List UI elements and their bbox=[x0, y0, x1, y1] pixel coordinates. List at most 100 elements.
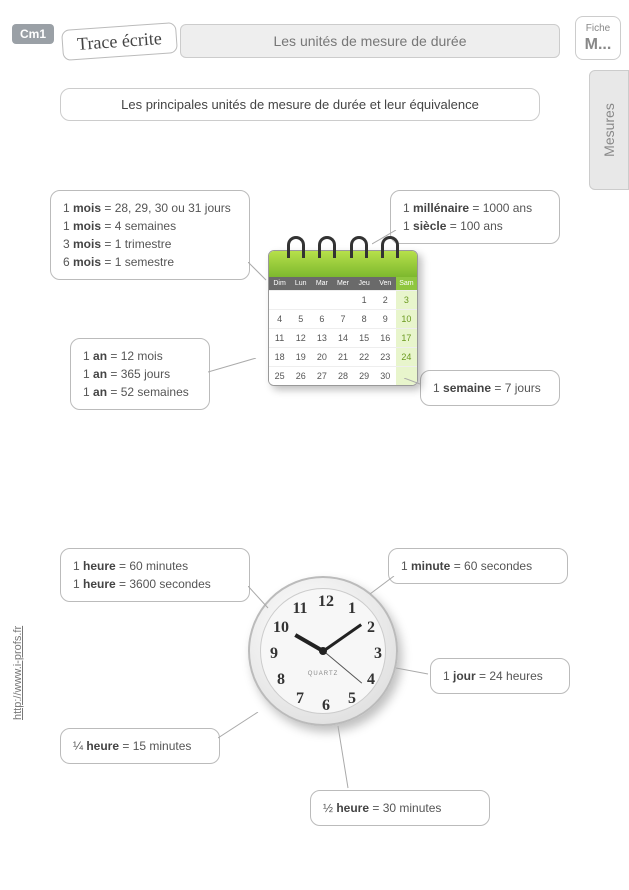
calendar-cell: 3 bbox=[396, 290, 417, 309]
calendar-cell: 28 bbox=[332, 366, 353, 385]
box-mois: 1 mois = 28, 29, 30 ou 31 jours1 mois = … bbox=[50, 190, 250, 280]
box-heure: 1 heure = 60 minutes1 heure = 3600 secon… bbox=[60, 548, 250, 602]
calendar-illustration: DimLunMarMerJeuVenSam 123456789101112131… bbox=[268, 236, 418, 386]
box-an: 1 an = 12 mois1 an = 365 jours1 an = 52 … bbox=[70, 338, 210, 410]
clock-face: QUARTZ 121234567891011 bbox=[260, 588, 386, 714]
calendar-cell: 4 bbox=[269, 309, 290, 328]
calendar-cell: 10 bbox=[396, 309, 417, 328]
equivalence-line: 1 semaine = 7 jours bbox=[433, 379, 547, 397]
calendar-cell: 11 bbox=[269, 328, 290, 347]
equivalence-line: 1 millénaire = 1000 ans bbox=[403, 199, 547, 217]
calendar-cell: 30 bbox=[375, 366, 396, 385]
calendar-cell: 26 bbox=[290, 366, 311, 385]
side-tab-label: Mesures bbox=[601, 103, 617, 157]
box-jour: 1 jour = 24 heures bbox=[430, 658, 570, 694]
calendar-cell: 27 bbox=[311, 366, 332, 385]
fiche-code: M... bbox=[576, 35, 620, 54]
equivalence-line: 1 mois = 28, 29, 30 ou 31 jours bbox=[63, 199, 237, 217]
box-minute: 1 minute = 60 secondes bbox=[388, 548, 568, 584]
connector bbox=[396, 666, 432, 680]
clock-number: 8 bbox=[271, 671, 291, 689]
box-quarter-hour: ¼ heure = 15 minutes bbox=[60, 728, 220, 764]
equivalence-line: 1 an = 365 jours bbox=[83, 365, 197, 383]
calendar-cell bbox=[269, 290, 290, 309]
calendar-cell: 16 bbox=[375, 328, 396, 347]
calendar-cell: 24 bbox=[396, 347, 417, 366]
calendar-cell bbox=[311, 290, 332, 309]
calendar-cell: 15 bbox=[354, 328, 375, 347]
equivalence-line: 3 mois = 1 trimestre bbox=[63, 235, 237, 253]
clock-number: 5 bbox=[342, 690, 362, 708]
equivalence-line: 1 siècle = 100 ans bbox=[403, 217, 547, 235]
calendar-cell: 19 bbox=[290, 347, 311, 366]
equivalence-line: 1 minute = 60 secondes bbox=[401, 557, 555, 575]
clock-center bbox=[319, 647, 327, 655]
calendar-cell: 2 bbox=[375, 290, 396, 309]
clock-number: 9 bbox=[264, 645, 284, 663]
connector bbox=[218, 712, 268, 742]
calendar-cell: 29 bbox=[354, 366, 375, 385]
clock-number: 12 bbox=[316, 593, 336, 611]
clock-number: 7 bbox=[290, 690, 310, 708]
equivalence-line: 1 an = 52 semaines bbox=[83, 383, 197, 401]
calendar-cell bbox=[332, 290, 353, 309]
calendar-day-label: Lun bbox=[290, 277, 311, 290]
calendar-day-label: Mer bbox=[332, 277, 353, 290]
calendar-cell: 6 bbox=[311, 309, 332, 328]
equivalence-line: 1 heure = 3600 secondes bbox=[73, 575, 237, 593]
calendar-day-labels: DimLunMarMerJeuVenSam bbox=[269, 277, 417, 290]
equivalence-line: 1 jour = 24 heures bbox=[443, 667, 557, 685]
calendar-cell: 8 bbox=[354, 309, 375, 328]
calendar-cell: 23 bbox=[375, 347, 396, 366]
equivalence-line: 6 mois = 1 semestre bbox=[63, 253, 237, 271]
calendar-cell: 7 bbox=[332, 309, 353, 328]
calendar-cell: 13 bbox=[311, 328, 332, 347]
calendar-grid: 1234567891011121314151617181920212223242… bbox=[269, 290, 417, 385]
calendar-cell bbox=[290, 290, 311, 309]
equivalence-line: 1 mois = 4 semaines bbox=[63, 217, 237, 235]
calendar-day-label: Mar bbox=[311, 277, 332, 290]
clock-label: QUARTZ bbox=[308, 671, 339, 677]
calendar-cell: 12 bbox=[290, 328, 311, 347]
equivalence-line: ¼ heure = 15 minutes bbox=[73, 737, 207, 755]
section-title: Les principales unités de mesure de duré… bbox=[60, 88, 540, 121]
connector bbox=[334, 726, 354, 792]
clock-number: 6 bbox=[316, 697, 336, 715]
calendar-day-label: Dim bbox=[269, 277, 290, 290]
clock-number: 4 bbox=[361, 671, 381, 689]
calendar-cell: 25 bbox=[269, 366, 290, 385]
calendar-cell: 14 bbox=[332, 328, 353, 347]
clock-number: 11 bbox=[290, 600, 310, 618]
calendar-cell: 17 bbox=[396, 328, 417, 347]
clock-number: 2 bbox=[361, 619, 381, 637]
trace-badge: Trace écrite bbox=[61, 22, 178, 61]
clock-number: 10 bbox=[271, 619, 291, 637]
page-title: Les unités de mesure de durée bbox=[180, 24, 560, 58]
equivalence-line: ½ heure = 30 minutes bbox=[323, 799, 477, 817]
calendar-cell bbox=[396, 366, 417, 385]
calendar-cell: 21 bbox=[332, 347, 353, 366]
connector bbox=[208, 358, 268, 388]
calendar-cell: 5 bbox=[290, 309, 311, 328]
equivalence-line: 1 heure = 60 minutes bbox=[73, 557, 237, 575]
calendar-cell: 1 bbox=[354, 290, 375, 309]
fiche-label: Fiche bbox=[576, 23, 620, 35]
box-semaine: 1 semaine = 7 jours bbox=[420, 370, 560, 406]
calendar-day-label: Sam bbox=[396, 277, 417, 290]
minute-hand bbox=[322, 623, 361, 652]
fiche-tab: Fiche M... bbox=[575, 16, 621, 60]
calendar-cell: 18 bbox=[269, 347, 290, 366]
calendar-day-label: Ven bbox=[375, 277, 396, 290]
equivalence-line: 1 an = 12 mois bbox=[83, 347, 197, 365]
grade-badge: Cm1 bbox=[12, 24, 54, 44]
second-hand bbox=[323, 651, 362, 684]
clock-illustration: QUARTZ 121234567891011 bbox=[248, 576, 398, 726]
calendar-cell: 22 bbox=[354, 347, 375, 366]
calendar-cell: 9 bbox=[375, 309, 396, 328]
side-tab: Mesures bbox=[589, 70, 629, 190]
footer-link[interactable]: http://www.i-profs.fr bbox=[12, 626, 24, 720]
box-half-hour: ½ heure = 30 minutes bbox=[310, 790, 490, 826]
calendar-cell: 20 bbox=[311, 347, 332, 366]
clock-number: 3 bbox=[368, 645, 388, 663]
calendar-day-label: Jeu bbox=[354, 277, 375, 290]
